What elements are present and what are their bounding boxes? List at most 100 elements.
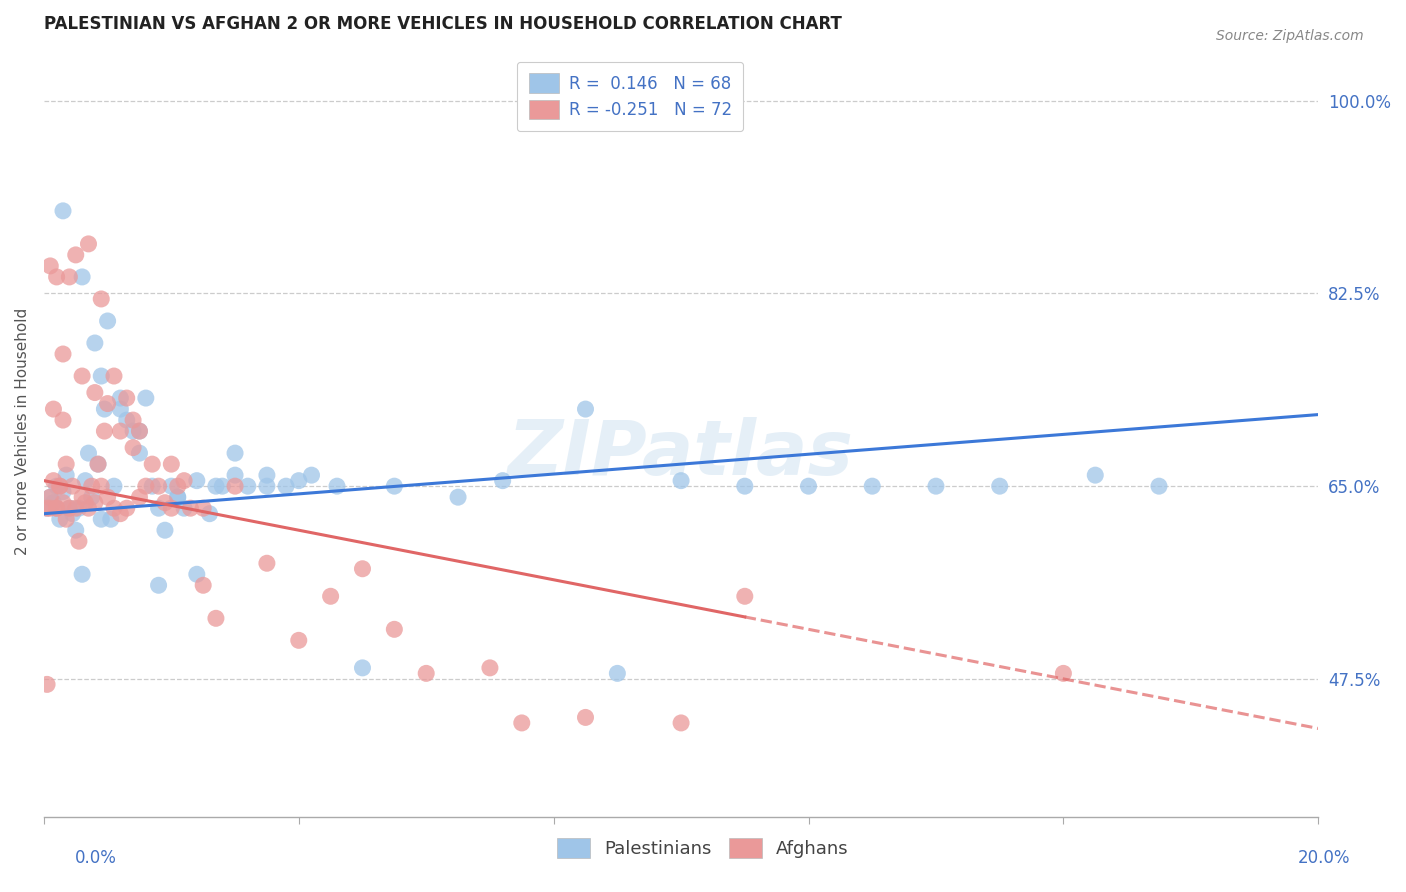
Point [186, 474, 208, 488]
Point [39, 490, 62, 504]
Point [115, 413, 138, 427]
Point [45, 501, 67, 516]
Point [35, 501, 58, 516]
Point [797, 479, 820, 493]
Point [39, 501, 62, 516]
Point [606, 666, 628, 681]
Point [510, 715, 533, 730]
Point [87, 457, 110, 471]
Point [224, 446, 246, 460]
Point [52, 413, 75, 427]
Point [97, 396, 120, 410]
Point [492, 474, 515, 488]
Point [65, 501, 87, 516]
Point [42, 402, 65, 417]
Text: ZIPatlas: ZIPatlas [508, 417, 853, 491]
Point [45, 269, 67, 284]
Point [97, 490, 120, 504]
Point [110, 391, 132, 405]
Point [55, 457, 77, 471]
Point [103, 501, 125, 516]
Text: Source: ZipAtlas.com: Source: ZipAtlas.com [1216, 29, 1364, 43]
Point [256, 479, 278, 493]
Point [224, 479, 246, 493]
Point [97, 314, 120, 328]
Point [110, 402, 132, 417]
Point [35, 677, 58, 691]
Point [128, 490, 150, 504]
Legend: R =  0.146   N = 68, R = -0.251   N = 72: R = 0.146 N = 68, R = -0.251 N = 72 [517, 62, 744, 131]
Point [45, 501, 67, 516]
Point [49, 512, 72, 526]
Point [90, 479, 112, 493]
Point [1052, 666, 1074, 681]
Point [122, 413, 145, 427]
Point [148, 479, 170, 493]
Point [352, 562, 374, 576]
Point [166, 490, 188, 504]
Point [478, 661, 501, 675]
Point [141, 479, 163, 493]
Point [115, 501, 138, 516]
Legend: Palestinians, Afghans: Palestinians, Afghans [550, 830, 856, 865]
Y-axis label: 2 or more Vehicles in Household: 2 or more Vehicles in Household [15, 308, 30, 555]
Point [669, 474, 692, 488]
Point [382, 623, 405, 637]
Point [90, 292, 112, 306]
Point [70, 567, 93, 582]
Point [734, 479, 756, 493]
Point [93, 424, 115, 438]
Point [45, 479, 67, 493]
Point [77, 501, 100, 516]
Text: PALESTINIAN VS AFGHAN 2 OR MORE VEHICLES IN HOUSEHOLD CORRELATION CHART: PALESTINIAN VS AFGHAN 2 OR MORE VEHICLES… [44, 15, 842, 33]
Point [39, 259, 62, 273]
Point [90, 369, 112, 384]
Point [65, 248, 87, 262]
Point [90, 512, 112, 526]
Point [734, 589, 756, 603]
Point [153, 496, 176, 510]
Point [287, 474, 309, 488]
Point [49, 479, 72, 493]
Point [326, 479, 349, 493]
Point [287, 633, 309, 648]
Point [352, 661, 374, 675]
Point [148, 501, 170, 516]
Point [205, 611, 228, 625]
Point [58, 269, 80, 284]
Point [198, 507, 221, 521]
Point [49, 479, 72, 493]
Point [115, 391, 138, 405]
Point [35, 501, 58, 516]
Point [128, 424, 150, 438]
Point [100, 512, 122, 526]
Point [574, 402, 596, 417]
Point [179, 501, 201, 516]
Point [58, 501, 80, 516]
Point [153, 523, 176, 537]
Point [42, 474, 65, 488]
Point [236, 479, 259, 493]
Point [160, 501, 183, 516]
Point [160, 457, 183, 471]
Point [75, 474, 97, 488]
Point [173, 474, 195, 488]
Point [256, 556, 278, 570]
Point [110, 507, 132, 521]
Point [83, 385, 105, 400]
Point [160, 479, 183, 493]
Point [55, 512, 77, 526]
Point [75, 496, 97, 510]
Point [301, 468, 323, 483]
Point [447, 490, 470, 504]
Point [70, 369, 93, 384]
Point [135, 479, 157, 493]
Point [87, 457, 110, 471]
Point [42, 496, 65, 510]
Point [67, 534, 90, 549]
Text: 20.0%: 20.0% [1298, 849, 1351, 867]
Point [62, 479, 84, 493]
Point [205, 479, 228, 493]
Point [274, 479, 297, 493]
Point [65, 523, 87, 537]
